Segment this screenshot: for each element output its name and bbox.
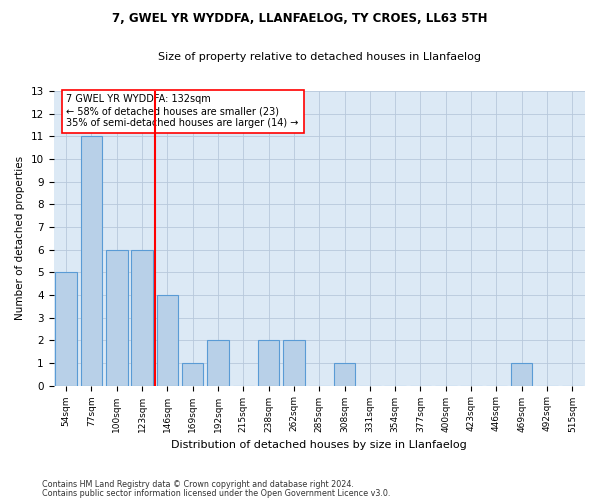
Y-axis label: Number of detached properties: Number of detached properties [15,156,25,320]
Bar [334,363,355,386]
Text: 7, GWEL YR WYDDFA, LLANFAELOG, TY CROES, LL63 5TH: 7, GWEL YR WYDDFA, LLANFAELOG, TY CROES,… [112,12,488,26]
Text: Contains HM Land Registry data © Crown copyright and database right 2024.: Contains HM Land Registry data © Crown c… [42,480,354,489]
Bar [106,250,128,386]
Title: Size of property relative to detached houses in Llanfaelog: Size of property relative to detached ho… [158,52,481,62]
Text: Contains public sector information licensed under the Open Government Licence v3: Contains public sector information licen… [42,488,391,498]
Bar [55,272,77,386]
Bar [182,363,203,386]
Bar [131,250,153,386]
Bar [81,136,102,386]
Bar [511,363,532,386]
Bar [258,340,280,386]
Text: 7 GWEL YR WYDDFA: 132sqm
← 58% of detached houses are smaller (23)
35% of semi-d: 7 GWEL YR WYDDFA: 132sqm ← 58% of detach… [67,94,299,128]
Bar [207,340,229,386]
X-axis label: Distribution of detached houses by size in Llanfaelog: Distribution of detached houses by size … [172,440,467,450]
Bar [157,295,178,386]
Bar [283,340,305,386]
